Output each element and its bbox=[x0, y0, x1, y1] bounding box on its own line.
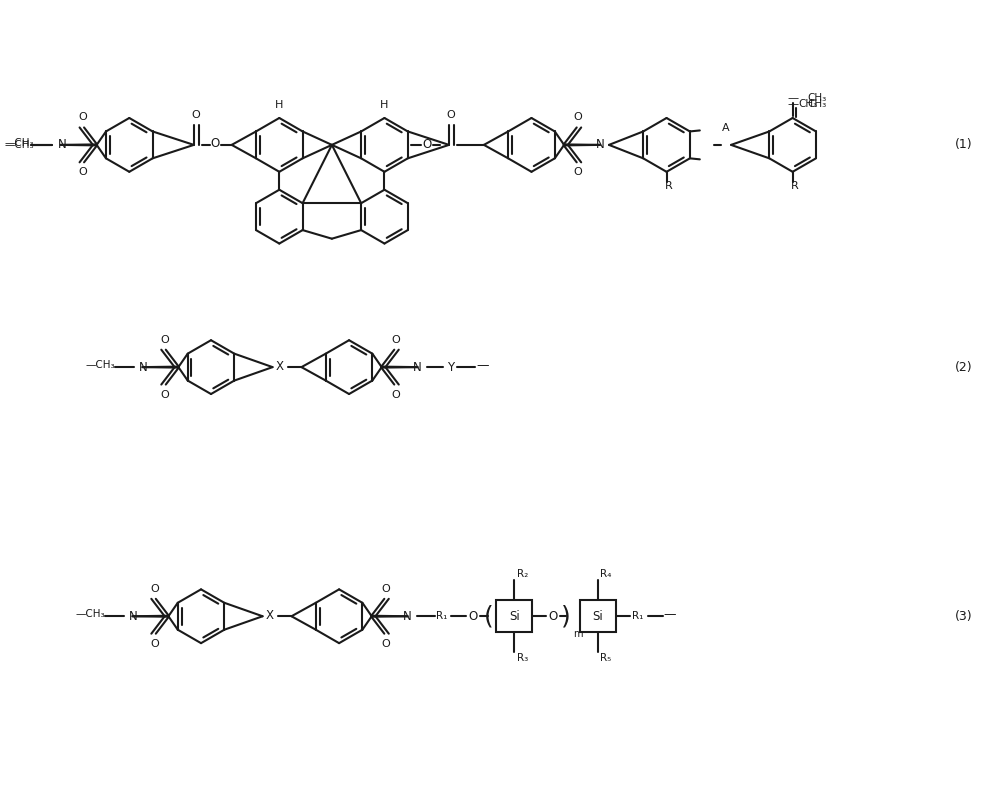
Text: R₃: R₃ bbox=[517, 653, 528, 663]
Text: ): ) bbox=[561, 604, 571, 628]
Text: X: X bbox=[276, 359, 284, 373]
Text: Si: Si bbox=[593, 610, 603, 622]
Text: O: O bbox=[210, 137, 219, 151]
Text: N: N bbox=[413, 361, 422, 374]
Text: O: O bbox=[160, 334, 169, 345]
Text: H: H bbox=[380, 100, 389, 110]
Text: N: N bbox=[129, 610, 138, 622]
Text: O: O bbox=[160, 390, 169, 399]
Text: R₁: R₁ bbox=[632, 611, 644, 622]
Text: —CH₃: —CH₃ bbox=[86, 360, 115, 371]
Text: O: O bbox=[469, 610, 478, 622]
Text: m: m bbox=[573, 630, 583, 639]
FancyBboxPatch shape bbox=[496, 601, 532, 632]
Text: N: N bbox=[596, 139, 604, 152]
Text: O: O bbox=[381, 638, 390, 649]
Text: CH₃: CH₃ bbox=[798, 99, 817, 109]
Text: N: N bbox=[139, 361, 148, 374]
Text: (3): (3) bbox=[955, 610, 972, 622]
Text: O: O bbox=[548, 610, 558, 622]
Text: H: H bbox=[275, 100, 283, 110]
Text: (1): (1) bbox=[955, 139, 972, 152]
Text: O: O bbox=[391, 334, 400, 345]
Text: O: O bbox=[447, 110, 455, 120]
Text: —CH₃: —CH₃ bbox=[4, 138, 34, 148]
Text: R₂: R₂ bbox=[517, 569, 528, 579]
Text: CH₃: CH₃ bbox=[808, 99, 827, 109]
Text: O: O bbox=[391, 390, 400, 399]
Text: N: N bbox=[57, 139, 66, 152]
Text: O: O bbox=[191, 110, 200, 120]
Text: —: — bbox=[663, 608, 676, 621]
Text: O: O bbox=[150, 638, 159, 649]
Text: R₄: R₄ bbox=[600, 569, 612, 579]
Text: O: O bbox=[150, 584, 159, 593]
FancyBboxPatch shape bbox=[580, 601, 616, 632]
Text: (2): (2) bbox=[955, 361, 972, 374]
Text: N: N bbox=[403, 610, 412, 622]
Text: Si: Si bbox=[509, 610, 520, 622]
Text: O: O bbox=[573, 168, 582, 177]
Text: O: O bbox=[381, 584, 390, 593]
Text: O: O bbox=[573, 112, 582, 123]
Text: A: A bbox=[722, 123, 730, 133]
Text: —: — bbox=[787, 99, 798, 109]
Text: R₅: R₅ bbox=[600, 653, 612, 663]
Text: CH₃: CH₃ bbox=[808, 93, 827, 103]
Text: —: — bbox=[476, 358, 489, 371]
Text: O: O bbox=[422, 139, 432, 152]
Text: —: — bbox=[787, 93, 798, 103]
Text: R: R bbox=[665, 180, 672, 191]
Text: R: R bbox=[791, 180, 799, 191]
Text: —CH₃: —CH₃ bbox=[76, 610, 105, 619]
Text: X: X bbox=[266, 609, 274, 622]
Text: O: O bbox=[79, 112, 87, 123]
Text: R₁: R₁ bbox=[436, 611, 447, 622]
Text: O: O bbox=[79, 168, 87, 177]
Text: (: ( bbox=[483, 604, 493, 628]
Text: —CH₃: —CH₃ bbox=[4, 140, 34, 150]
Text: Y: Y bbox=[447, 361, 454, 374]
